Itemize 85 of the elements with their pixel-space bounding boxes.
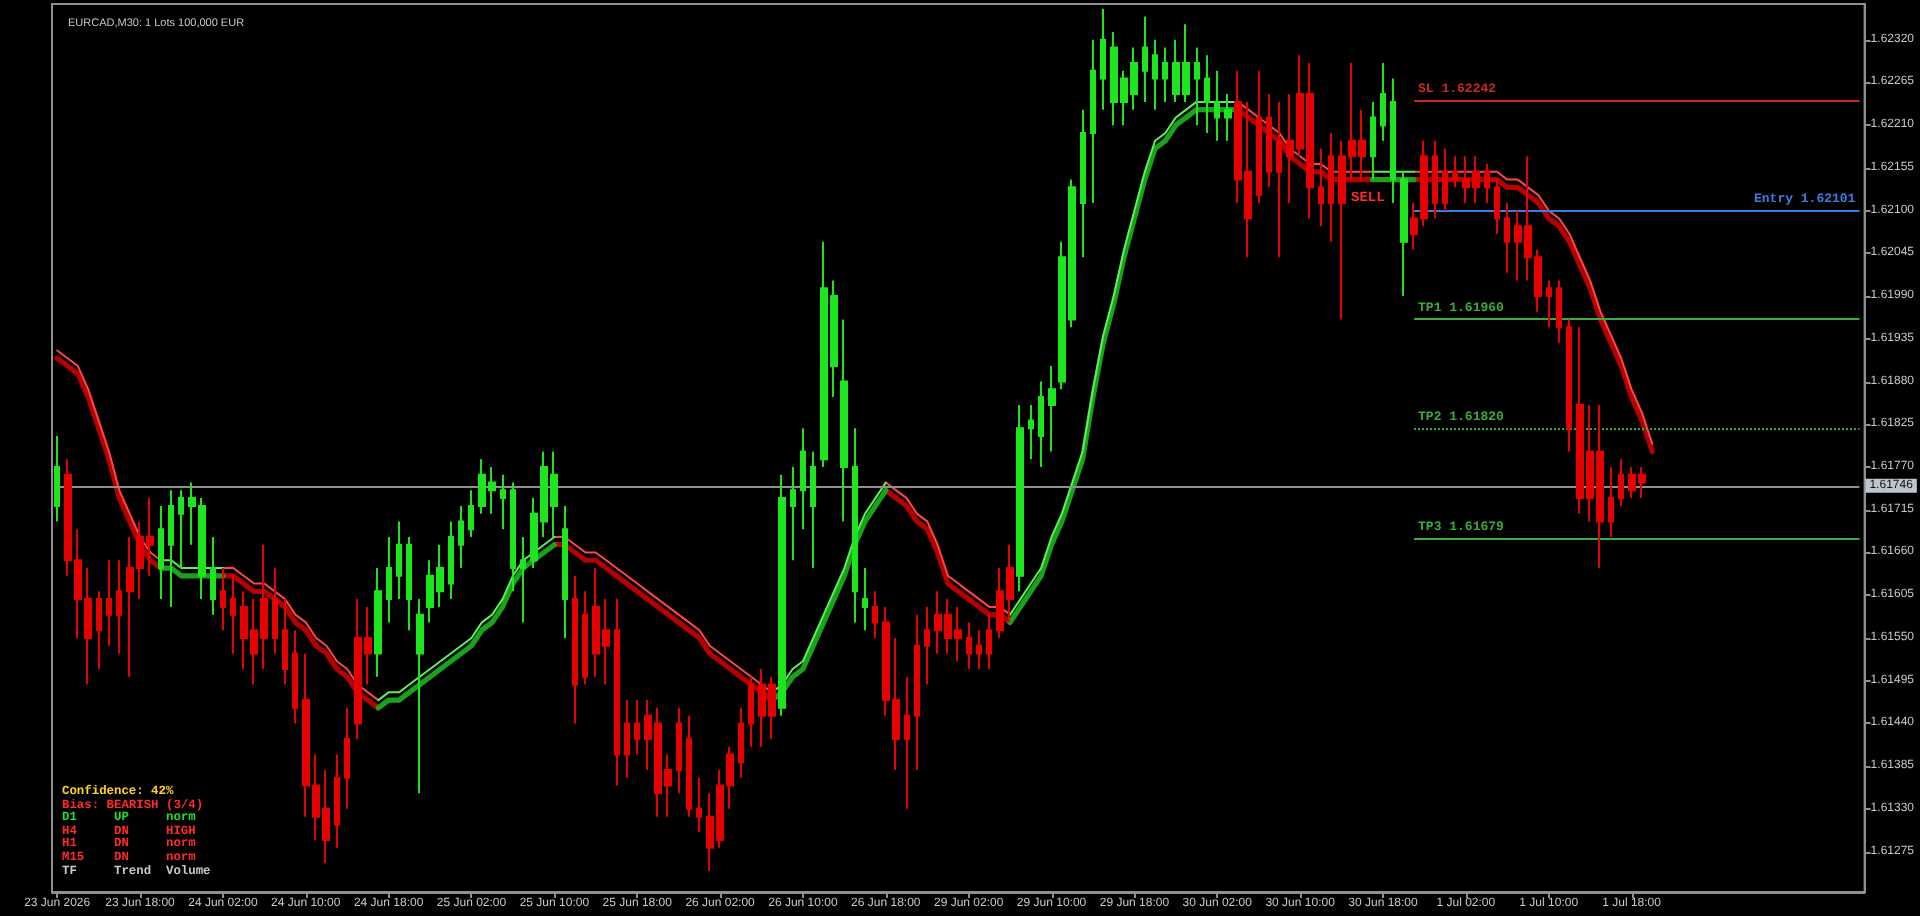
candlestick <box>1608 466 1614 538</box>
candlestick <box>904 675 910 810</box>
candlestick <box>448 520 454 601</box>
candlestick <box>914 613 920 772</box>
candlestick <box>1318 147 1324 228</box>
candlestick <box>748 675 754 748</box>
candlestick <box>614 598 620 787</box>
candlestick <box>1504 201 1510 274</box>
candlestick <box>158 504 164 601</box>
candlestick <box>924 605 930 686</box>
candlestick <box>634 699 640 756</box>
candlestick <box>1038 380 1044 469</box>
candlestick <box>810 450 816 570</box>
candlestick <box>468 489 474 538</box>
candlestick <box>406 535 412 632</box>
candlestick <box>872 590 878 639</box>
candlestick <box>1142 15 1148 103</box>
candlestick <box>572 574 578 725</box>
candlestick <box>1214 69 1220 142</box>
candlestick <box>416 598 424 795</box>
candlestick <box>862 567 868 632</box>
candlestick <box>1452 155 1458 189</box>
candlestick <box>210 535 216 616</box>
candlestick <box>272 567 278 655</box>
candlestick <box>1556 279 1562 344</box>
candlestick <box>96 590 102 671</box>
candlestick <box>1162 46 1168 103</box>
candlestick <box>738 706 744 779</box>
candlestick <box>1266 93 1272 189</box>
candlestick <box>676 706 682 795</box>
candlestick <box>386 535 392 624</box>
candlestick <box>344 706 350 810</box>
candlestick <box>396 520 402 601</box>
candlestick <box>1328 131 1334 243</box>
candlestick <box>106 559 112 647</box>
candlestick <box>1618 458 1624 507</box>
candlestick <box>1546 279 1552 329</box>
candlestick <box>1256 69 1262 204</box>
candlestick <box>230 574 236 655</box>
candlestick <box>220 567 226 632</box>
candlestick <box>1276 100 1282 259</box>
candlestick <box>976 629 982 671</box>
candlestick <box>778 473 786 717</box>
candlestick <box>1390 77 1396 204</box>
candlestick <box>1484 163 1490 204</box>
candlestick <box>168 489 174 608</box>
candlestick <box>1224 93 1232 142</box>
candlestick <box>1080 108 1086 259</box>
candlestick <box>458 504 464 570</box>
candlestick <box>292 629 298 725</box>
candlestick <box>1194 46 1200 127</box>
candlestick <box>966 621 972 671</box>
candlestick <box>1442 147 1448 212</box>
candlestick <box>1204 54 1210 134</box>
candlestick <box>334 753 340 849</box>
candlestick <box>510 481 516 593</box>
candlestick <box>624 699 630 779</box>
candlestick <box>1028 403 1034 461</box>
candlestick <box>1432 139 1438 220</box>
candlestick <box>840 318 848 523</box>
candlestick <box>852 427 858 624</box>
candlestick <box>116 559 122 655</box>
candlestick <box>582 590 588 686</box>
candlestick <box>562 504 568 639</box>
candlestick <box>1380 62 1386 142</box>
candlestick <box>1400 170 1408 298</box>
candlestick <box>1016 403 1024 593</box>
candlestick <box>1494 178 1500 235</box>
candlestick <box>1152 38 1158 111</box>
candlestick <box>374 567 382 678</box>
candlestick <box>178 489 184 570</box>
candlestick <box>1100 7 1106 111</box>
candlestick <box>696 776 702 834</box>
candlestick <box>986 613 992 671</box>
candlestick <box>1048 365 1056 453</box>
candlestick <box>1566 318 1572 453</box>
candlestick <box>800 427 806 531</box>
candlestick <box>282 598 288 686</box>
candlestick <box>500 473 506 531</box>
candlestick <box>790 466 796 562</box>
candlestick <box>1090 38 1096 204</box>
candlestick <box>520 535 526 624</box>
candlestick <box>54 434 60 523</box>
candlestick <box>686 714 692 818</box>
candlestick <box>1370 100 1376 181</box>
